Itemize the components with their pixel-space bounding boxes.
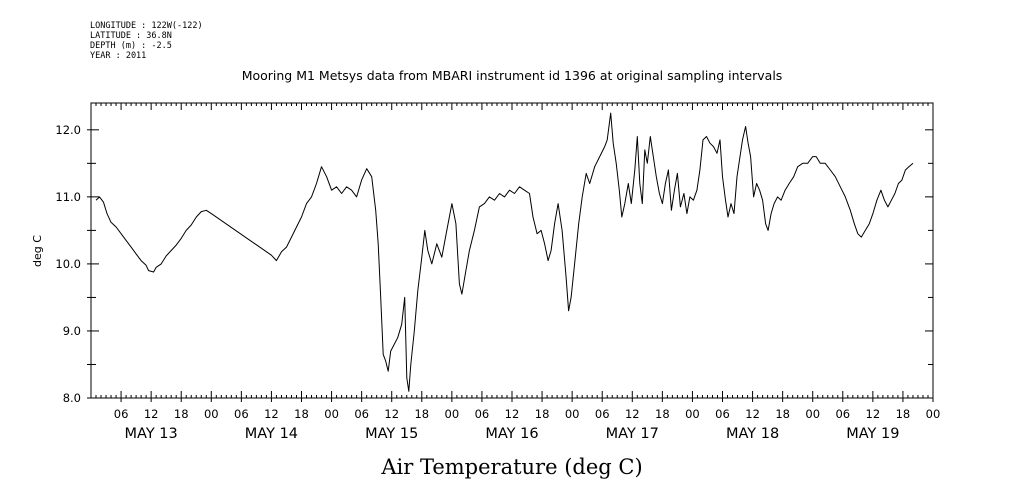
x-day-label: MAY 17 bbox=[606, 426, 659, 442]
x-tick-label: 18 bbox=[775, 407, 790, 421]
x-tick-label: 00 bbox=[926, 407, 941, 421]
y-tick-label: 11.0 bbox=[55, 190, 81, 204]
x-day-label: MAY 15 bbox=[365, 426, 418, 442]
x-day-label: MAY 16 bbox=[485, 426, 538, 442]
y-tick-label: 10.0 bbox=[55, 257, 81, 271]
y-tick-label: 12.0 bbox=[55, 123, 81, 137]
x-tick-label: 12 bbox=[384, 407, 399, 421]
x-tick-label: 06 bbox=[835, 407, 850, 421]
axis-labels: 06 12 18 00 06 12 18 00 06 12 18 00 06 12 18 00 06 12 18 00… bbox=[55, 123, 940, 442]
meta-latitude: LATITUDE : 36.8N bbox=[90, 31, 172, 41]
x-tick-label: 12 bbox=[144, 407, 159, 421]
x-day-label: MAY 19 bbox=[846, 426, 899, 442]
x-tick-label: 00 bbox=[204, 407, 219, 421]
x-tick-label: 18 bbox=[174, 407, 189, 421]
x-tick-label: 18 bbox=[294, 407, 309, 421]
x-day-label: MAY 18 bbox=[726, 426, 779, 442]
x-tick-label: 12 bbox=[264, 407, 279, 421]
y-axis-label: deg C bbox=[31, 235, 44, 267]
y-tick-label: 8.0 bbox=[63, 391, 81, 405]
x-tick-label: 00 bbox=[445, 407, 460, 421]
x-tick-label: 06 bbox=[595, 407, 610, 421]
chart-caption: Air Temperature (deg C) bbox=[380, 455, 642, 479]
x-tick-label: 00 bbox=[685, 407, 700, 421]
series-line bbox=[95, 112, 914, 392]
x-tick-label: 18 bbox=[655, 407, 670, 421]
x-tick-label: 06 bbox=[354, 407, 369, 421]
x-tick-label: 00 bbox=[565, 407, 580, 421]
x-tick-label: 18 bbox=[896, 407, 911, 421]
plot-frame bbox=[90, 102, 934, 399]
x-tick-label: 12 bbox=[625, 407, 640, 421]
meta-longitude: LONGITUDE : 122W(-122) bbox=[90, 21, 203, 31]
meta-year: YEAR : 2011 bbox=[90, 51, 147, 61]
chart-title: Mooring M1 Metsys data from MBARI instru… bbox=[242, 68, 783, 83]
x-tick-label: 18 bbox=[535, 407, 550, 421]
axis-ticks bbox=[87, 103, 934, 402]
x-tick-label: 12 bbox=[505, 407, 520, 421]
y-tick-label: 9.0 bbox=[63, 324, 81, 338]
x-tick-label: 00 bbox=[805, 407, 820, 421]
metadata-block: LONGITUDE : 122W(-122) LATITUDE : 36.8N … bbox=[90, 21, 203, 61]
x-tick-label: 06 bbox=[475, 407, 490, 421]
x-tick-label: 00 bbox=[324, 407, 339, 421]
x-tick-label: 06 bbox=[114, 407, 129, 421]
x-day-label: MAY 14 bbox=[245, 426, 298, 442]
x-day-label: MAY 13 bbox=[125, 426, 178, 442]
x-tick-label: 18 bbox=[414, 407, 429, 421]
x-tick-label: 12 bbox=[745, 407, 760, 421]
x-tick-label: 12 bbox=[866, 407, 881, 421]
x-tick-label: 06 bbox=[715, 407, 730, 421]
x-tick-label: 06 bbox=[234, 407, 249, 421]
meta-depth: DEPTH (m) : -2.5 bbox=[90, 41, 172, 51]
